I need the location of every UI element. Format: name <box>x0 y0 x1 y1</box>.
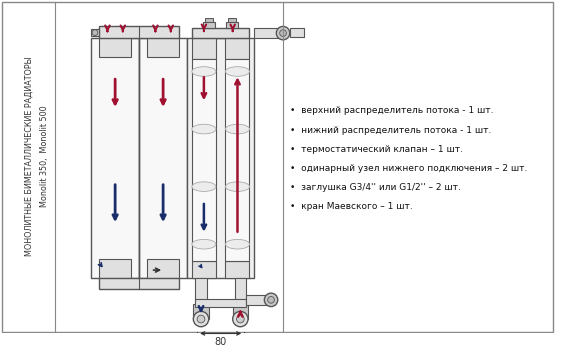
Ellipse shape <box>192 67 216 76</box>
Circle shape <box>268 296 275 303</box>
Bar <box>195 278 207 302</box>
Circle shape <box>197 315 205 323</box>
Bar <box>91 38 139 278</box>
Bar <box>228 18 236 22</box>
Ellipse shape <box>192 182 216 192</box>
Circle shape <box>236 315 244 323</box>
Bar <box>225 59 250 261</box>
Bar <box>227 22 238 28</box>
Bar <box>192 28 250 38</box>
Bar <box>225 261 250 278</box>
Bar <box>99 26 179 38</box>
Ellipse shape <box>225 182 250 192</box>
Bar <box>192 38 216 59</box>
Ellipse shape <box>225 239 250 249</box>
Text: •  верхний распределитель потока - 1 шт.: • верхний распределитель потока - 1 шт. <box>290 106 493 115</box>
Bar <box>147 38 179 57</box>
Circle shape <box>233 311 248 327</box>
Text: Monolit 350,  Monolit 500: Monolit 350, Monolit 500 <box>40 105 49 207</box>
Bar <box>147 259 179 278</box>
Bar <box>99 278 179 289</box>
Circle shape <box>276 26 290 40</box>
Bar <box>91 29 99 36</box>
Bar <box>139 38 187 278</box>
Ellipse shape <box>192 124 216 134</box>
Text: •  одинарный узел нижнего подключения – 2 шт.: • одинарный узел нижнего подключения – 2… <box>290 164 527 173</box>
Bar <box>254 28 283 38</box>
Text: 80: 80 <box>214 337 227 347</box>
Circle shape <box>280 30 287 36</box>
Bar <box>195 299 246 306</box>
Ellipse shape <box>225 124 250 134</box>
Bar <box>193 304 209 319</box>
Circle shape <box>264 293 278 306</box>
Bar <box>99 38 131 57</box>
Bar <box>246 295 267 305</box>
Bar <box>225 38 250 59</box>
Bar <box>187 38 254 278</box>
Bar <box>192 59 216 261</box>
Bar <box>290 28 304 37</box>
Text: •  нижний распределитель потока - 1 шт.: • нижний распределитель потока - 1 шт. <box>290 126 491 135</box>
Bar <box>235 278 246 302</box>
Text: •  кран Маевского – 1 шт.: • кран Маевского – 1 шт. <box>290 202 413 211</box>
Text: •  термостатический клапан – 1 шт.: • термостатический клапан – 1 шт. <box>290 145 463 154</box>
Bar <box>203 22 215 28</box>
Bar <box>205 18 213 22</box>
Ellipse shape <box>192 239 216 249</box>
Text: •  заглушка G3/4'' или G1/2'' – 2 шт.: • заглушка G3/4'' или G1/2'' – 2 шт. <box>290 183 461 192</box>
Bar <box>233 304 248 319</box>
Bar <box>192 261 216 278</box>
Ellipse shape <box>225 67 250 76</box>
Bar <box>99 259 131 278</box>
Text: МОНОЛИТНЫЕ БИМЕТАЛЛИЧЕСКИЕ РАДИАТОРЫ: МОНОЛИТНЫЕ БИМЕТАЛЛИЧЕСКИЕ РАДИАТОРЫ <box>24 56 34 256</box>
Circle shape <box>193 311 209 327</box>
Circle shape <box>92 30 98 35</box>
